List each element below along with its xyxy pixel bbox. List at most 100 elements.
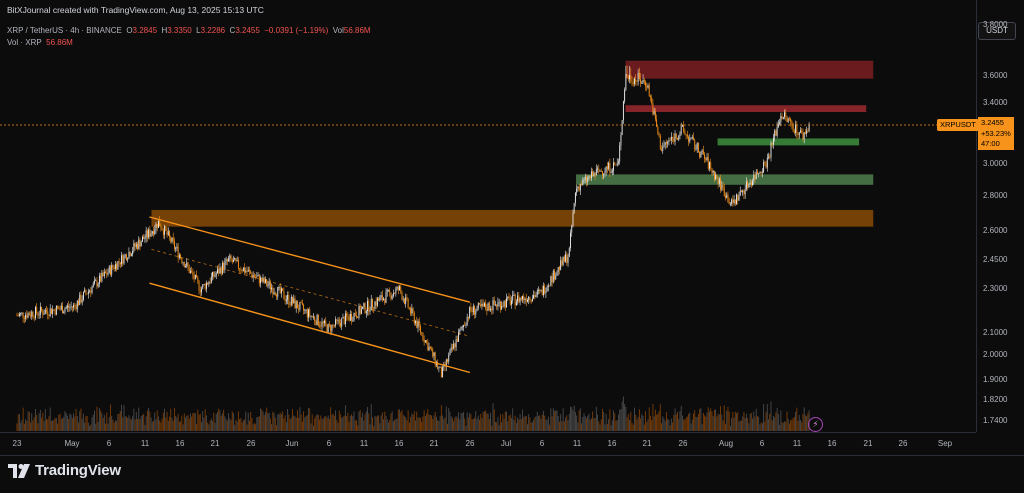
- candle-body: [288, 295, 290, 305]
- candle-body: [112, 264, 114, 268]
- volume-bar: [732, 411, 734, 431]
- candle-body: [229, 255, 231, 259]
- volume-bar: [545, 419, 547, 431]
- bolt-icon[interactable]: ⚡: [808, 417, 823, 432]
- volume-bar: [124, 416, 126, 431]
- candle-body: [690, 137, 692, 139]
- candle-body: [178, 254, 180, 258]
- candle-body: [653, 111, 655, 115]
- volume-bar: [594, 417, 596, 431]
- candle-body: [678, 135, 680, 140]
- candle-body: [310, 315, 312, 317]
- candle-body: [624, 89, 626, 102]
- symbol-legend[interactable]: XRP / TetherUS · 4h · BINANCE O3.2845 H3…: [7, 26, 371, 35]
- candle-body: [196, 274, 198, 277]
- candle-body: [385, 292, 387, 303]
- volume-bar: [23, 423, 25, 431]
- volume-bar: [137, 418, 138, 431]
- candle-body: [311, 315, 313, 317]
- candle-body: [549, 285, 551, 287]
- candle-body: [202, 284, 204, 289]
- volume-bar: [680, 405, 682, 431]
- volume-bar: [108, 417, 110, 431]
- candle-body: [627, 77, 629, 80]
- candle-body: [764, 162, 766, 163]
- volume-bar: [189, 413, 191, 431]
- candle-body: [215, 273, 217, 276]
- volume-label[interactable]: Vol · XRP: [7, 38, 42, 47]
- candle-body: [116, 264, 118, 270]
- volume-bar: [641, 413, 643, 431]
- volume-bar: [439, 416, 441, 431]
- volume-bar: [354, 420, 356, 431]
- volume-bar: [785, 421, 787, 431]
- volume-bar: [32, 420, 34, 431]
- volume-bar: [364, 414, 366, 431]
- volume-bar: [418, 417, 420, 431]
- candle-body: [220, 267, 222, 274]
- candle-body: [110, 266, 111, 275]
- volume-bar: [242, 420, 244, 431]
- volume-legend[interactable]: Vol · XRP 56.86M: [7, 38, 73, 47]
- volume-bar: [525, 415, 527, 431]
- volume-bar: [678, 419, 680, 431]
- volume-bar: [289, 419, 291, 431]
- volume-bar: [416, 411, 418, 431]
- candle-body: [182, 262, 184, 264]
- volume-bar: [305, 415, 307, 431]
- candle-body: [43, 313, 45, 315]
- candle-body: [782, 117, 784, 119]
- candle-body: [683, 125, 685, 132]
- volume-bar: [245, 411, 247, 431]
- volume-bar: [451, 418, 453, 431]
- tradingview-logo[interactable]: TradingView: [8, 462, 121, 479]
- candle-body: [27, 313, 29, 318]
- volume-bar: [315, 415, 317, 431]
- candle-body: [486, 308, 488, 311]
- candle-body: [375, 301, 377, 306]
- date-tick-label: 6: [539, 439, 545, 448]
- volume-bar: [380, 415, 382, 431]
- volume-bar: [469, 412, 471, 431]
- volume-bar: [221, 413, 223, 431]
- currency-unit-button[interactable]: USDT: [978, 22, 1016, 40]
- candle-body: [785, 112, 787, 117]
- candle-body: [545, 291, 547, 294]
- date-tick-label: 11: [359, 439, 369, 448]
- candle-body: [301, 303, 303, 305]
- candle-body: [732, 199, 734, 203]
- volume-bar: [368, 413, 370, 431]
- volume-bar: [780, 410, 782, 431]
- candle-body: [199, 290, 201, 293]
- date-tick-label: 26: [898, 439, 908, 448]
- candle-body: [289, 304, 291, 306]
- candle-body: [389, 289, 391, 293]
- volume-bar: [674, 408, 676, 431]
- candle-body: [635, 78, 637, 82]
- candle-body: [704, 154, 706, 159]
- volume-bar: [519, 413, 521, 431]
- volume-bar: [33, 417, 35, 431]
- candle-body: [458, 332, 460, 342]
- candle-body: [534, 295, 536, 297]
- candle-body: [281, 288, 282, 293]
- volume-bar: [279, 412, 281, 431]
- volume-bar: [325, 415, 327, 431]
- volume-bar: [648, 407, 650, 431]
- volume-bar: [138, 407, 140, 431]
- candle-body: [335, 319, 337, 326]
- candle-body: [380, 295, 382, 298]
- symbol-title[interactable]: XRP / TetherUS · 4h · BINANCE: [7, 26, 122, 35]
- volume-bar: [620, 409, 622, 431]
- volume-bar: [736, 413, 737, 431]
- candle-body: [293, 298, 295, 304]
- volume-bar: [258, 416, 260, 431]
- candle-body: [78, 300, 79, 305]
- candle-body: [231, 259, 233, 263]
- volume-bar: [121, 404, 122, 431]
- volume-bar: [48, 416, 50, 431]
- candle-body: [354, 313, 356, 316]
- candle-body: [415, 320, 416, 324]
- volume-bar: [701, 424, 703, 431]
